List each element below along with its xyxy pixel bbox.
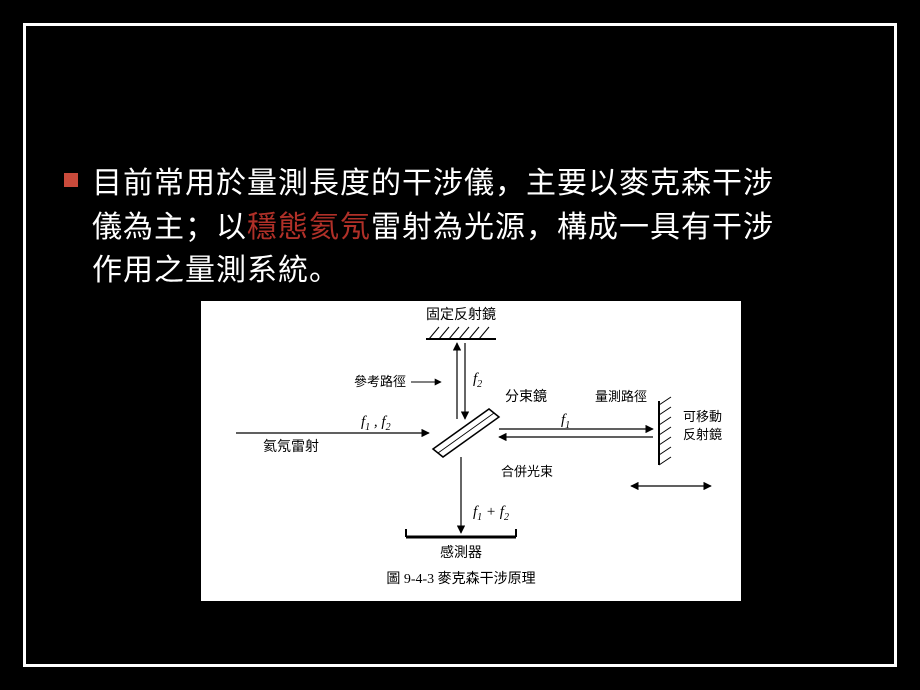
- fixed-mirror-icon: [426, 327, 496, 339]
- text-line2a: 儀為主；以: [92, 211, 247, 244]
- text-highlight: 穩態氦氖: [247, 211, 371, 244]
- text-line2b: 雷射為光源，構成一具有干涉: [371, 211, 774, 244]
- bullet-square: [64, 173, 78, 187]
- movable-mirror-label2: 反射鏡: [683, 427, 722, 442]
- body-text: 目前常用於量測長度的干涉儀，主要以麥克森干涉 儀為主；以穩態氦氖雷射為光源，構成…: [92, 162, 862, 293]
- detector-label: 感測器: [440, 544, 482, 561]
- f2-label: f2: [473, 371, 482, 390]
- f1pf2-label: f1 + f2: [473, 504, 509, 523]
- meas-path-label: 量測路徑: [595, 389, 647, 404]
- laser-label: 氦氖雷射: [263, 439, 319, 455]
- diagram-caption: 圖 9-4-3 麥克森干涉原理: [386, 571, 535, 587]
- fixed-mirror-label: 固定反射鏡: [426, 307, 496, 323]
- movable-mirror-icon: [659, 397, 671, 465]
- beam-splitter-icon: [433, 409, 499, 457]
- slide-frame: 目前常用於量測長度的干涉儀，主要以麥克森干涉 儀為主；以穩態氦氖雷射為光源，構成…: [23, 23, 897, 667]
- f1-label: f1: [561, 412, 570, 431]
- f1f2-label: f1 , f2: [361, 414, 391, 433]
- combined-beam-label: 合併光束: [501, 464, 553, 479]
- beam-splitter-label: 分束鏡: [505, 389, 547, 405]
- michelson-diagram: 固定反射鏡 參考路徑 f2 分束鏡 氦氖雷射 f1 , f2 f1 量測路徑: [201, 301, 741, 601]
- text-line1a: 目前常用於量測長度的干涉儀，主要以麥克森干涉: [92, 167, 774, 200]
- ref-path-label: 參考路徑: [354, 374, 406, 389]
- text-line3: 作用之量測系統。: [92, 254, 340, 287]
- movable-mirror-label1: 可移動: [683, 409, 722, 424]
